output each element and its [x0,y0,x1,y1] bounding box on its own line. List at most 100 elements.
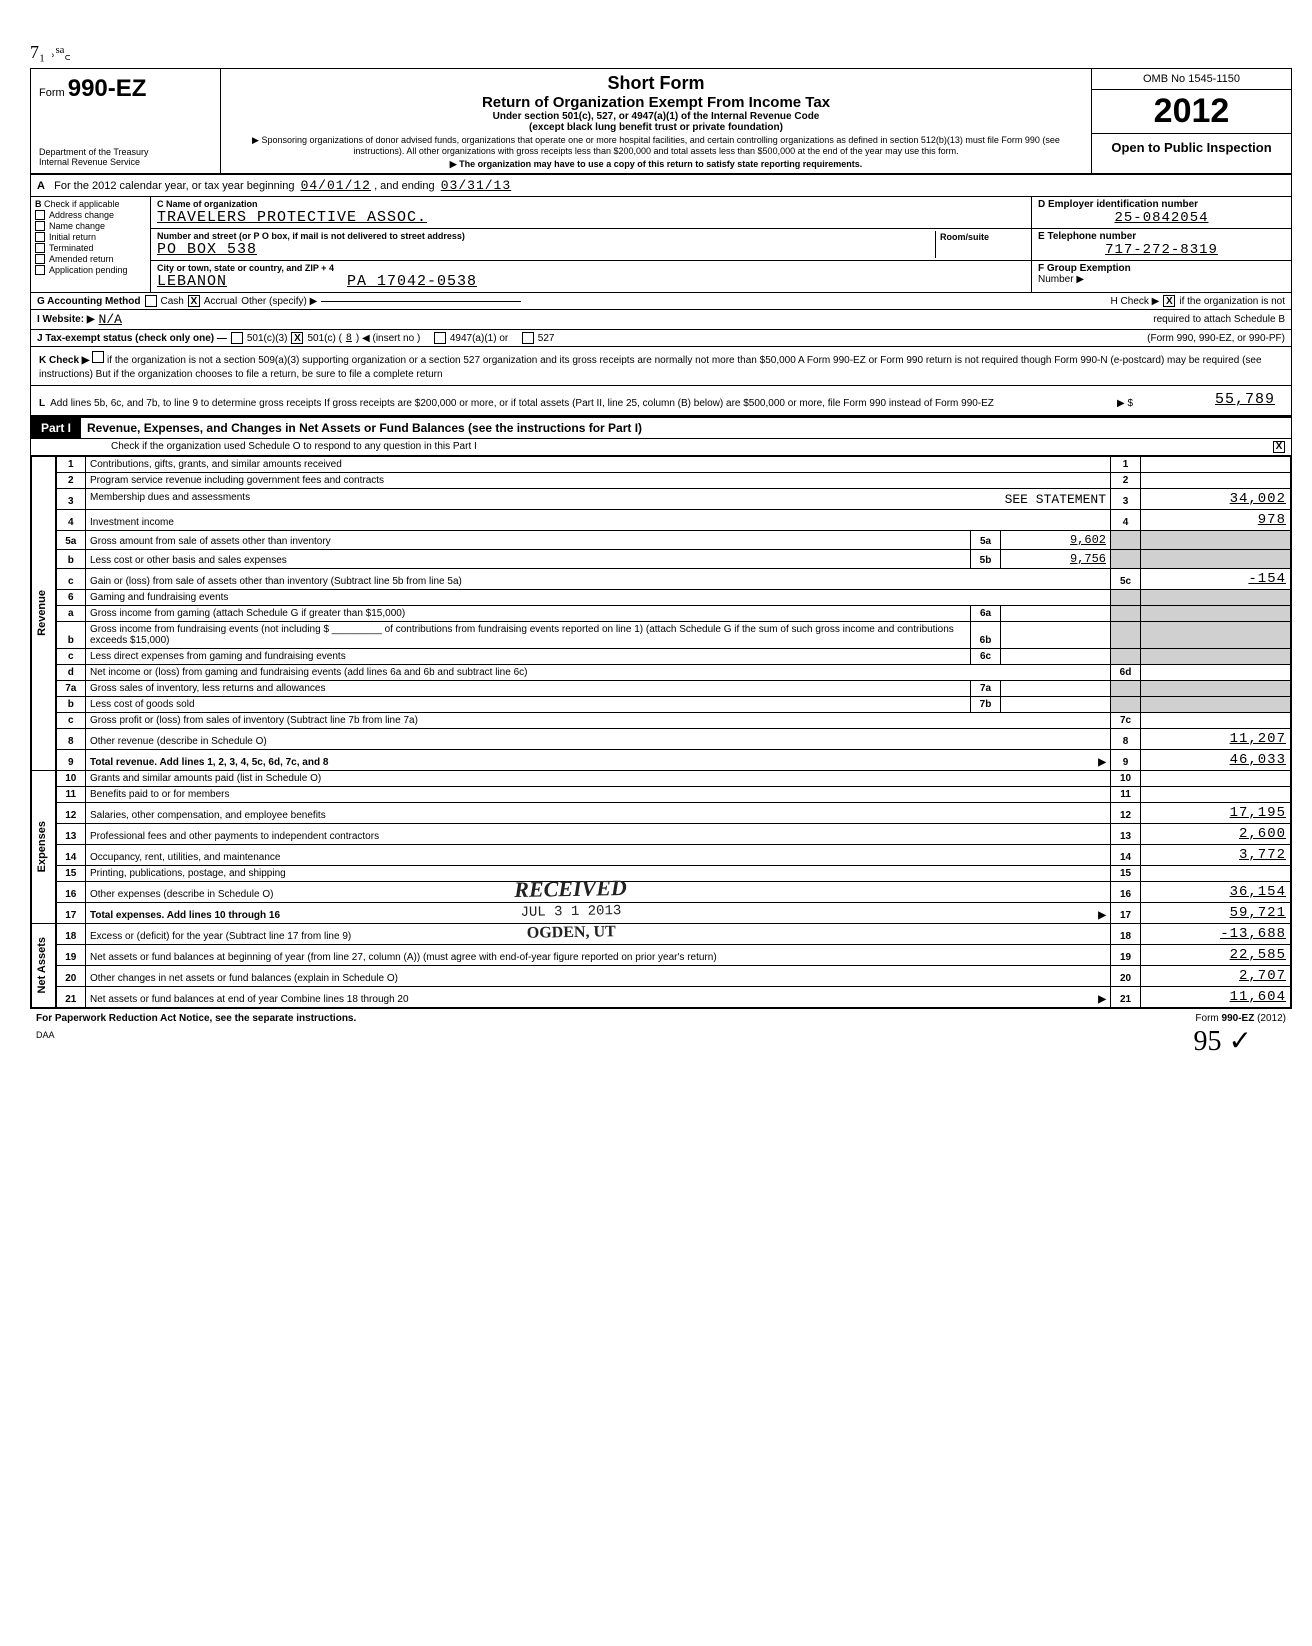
line-desc: Less cost or other basis and sales expen… [86,549,971,568]
right-val-shaded [1141,680,1291,696]
line-number: 19 [56,944,86,965]
line-number: 5a [56,530,86,549]
501c3-checkbox[interactable] [231,332,243,344]
right-line-val: 11,207 [1141,728,1291,749]
501c-suffix: ) ◀ (insert no ) [356,333,420,344]
section-bcdef: B Check if applicable Address changeName… [31,197,1291,293]
4947-checkbox[interactable] [434,332,446,344]
b-checkbox[interactable] [35,232,45,242]
table-row: bGross income from fundraising events (n… [32,621,1291,648]
inner-line-val [1001,605,1111,621]
right-line-num: 8 [1111,728,1141,749]
line-number: 1 [56,456,86,472]
right-line-val [1141,456,1291,472]
line-number: 11 [56,786,86,802]
org-address: PO BOX 538 [157,241,935,258]
b-checkbox-label: Application pending [49,265,128,275]
l-label: L [39,398,45,409]
527-checkbox[interactable] [522,332,534,344]
paperwork-notice: For Paperwork Reduction Act Notice, see … [36,1013,356,1024]
l-arrow: ▶ $ [1073,397,1133,411]
j-label: J Tax-exempt status (check only one) — [37,333,227,344]
right-val-shaded [1141,549,1291,568]
right-num-shaded [1111,589,1141,605]
form-header: Form 990-EZ Department of the Treasury I… [31,69,1291,175]
b-checkbox-row: Amended return [35,254,146,264]
line-desc: Net assets or fund balances at end of ye… [86,986,1111,1007]
right-line-num: 1 [1111,456,1141,472]
b-checkbox[interactable] [35,210,45,220]
line-a-label: For the 2012 calendar year, or tax year … [54,180,294,192]
line-desc: Salaries, other compensation, and employ… [86,802,1111,823]
financial-table: Revenue1Contributions, gifts, grants, an… [31,456,1291,1008]
line-number: c [56,568,86,589]
b-checkbox-label: Initial return [49,232,96,242]
b-checkbox[interactable] [35,254,45,264]
right-num-shaded [1111,696,1141,712]
room-label: Room/suite [940,232,989,242]
527-label: 527 [538,333,555,344]
header-right: OMB No 1545-1150 2012 Open to Public Ins… [1091,69,1291,173]
right-line-num: 5c [1111,568,1141,589]
line-number: c [56,648,86,664]
line-desc: Total revenue. Add lines 1, 2, 3, 4, 5c,… [86,749,1111,770]
table-row: cLess direct expenses from gaming and fu… [32,648,1291,664]
b-checkbox[interactable] [35,265,45,275]
cash-checkbox[interactable] [145,295,157,307]
b-checkbox[interactable] [35,221,45,231]
form-number: 990-EZ [68,75,147,102]
f-label2: Number ▶ [1038,274,1285,285]
table-row: Net Assets18Excess or (deficit) for the … [32,923,1291,944]
side-netassets: Net Assets [36,937,48,993]
b-header: Check if applicable [44,199,120,209]
line-number: 8 [56,728,86,749]
title-short-form: Short Form [229,73,1083,94]
501c-checkbox[interactable]: X [291,332,303,344]
accrual-checkbox[interactable]: X [188,295,200,307]
line-desc: Printing, publications, postage, and shi… [86,865,1111,881]
b-checkbox-row: Address change [35,210,146,220]
right-line-num: 17 [1111,902,1141,923]
line-number: 7a [56,680,86,696]
k-checkbox[interactable] [92,351,104,363]
line-number: 16 [56,881,86,902]
inner-line-num: 6c [971,648,1001,664]
header-left: Form 990-EZ Department of the Treasury I… [31,69,221,173]
line-number: b [56,696,86,712]
right-line-val: 978 [1141,509,1291,530]
b-checkbox-row: Name change [35,221,146,231]
org-city: LEBANON [157,273,227,290]
right-line-num: 3 [1111,488,1141,509]
e-label: E Telephone number [1038,231,1285,242]
right-line-val [1141,786,1291,802]
col-b-checkboxes: B Check if applicable Address changeName… [31,197,151,292]
table-row: cGross profit or (loss) from sales of in… [32,712,1291,728]
right-line-val: 17,195 [1141,802,1291,823]
line-desc: Less direct expenses from gaming and fun… [86,648,971,664]
line-number: b [56,549,86,568]
note-state: ▶ The organization may have to use a cop… [229,159,1083,170]
b-checkbox[interactable] [35,243,45,253]
inner-line-num: 6b [971,621,1001,648]
line-desc: Other changes in net assets or fund bala… [86,965,1111,986]
right-val-shaded [1141,648,1291,664]
line-number: 15 [56,865,86,881]
line-l: L Add lines 5b, 6c, and 7b, to line 9 to… [31,386,1291,415]
right-line-val [1141,865,1291,881]
daa: DAA [30,1028,1292,1042]
note-sponsoring: ▶ Sponsoring organizations of donor advi… [229,135,1083,157]
form-ref: Form 990-EZ (2012) [1195,1013,1286,1024]
right-line-num: 16 [1111,881,1141,902]
col-c-org: C Name of organization TRAVELERS PROTECT… [151,197,1031,292]
right-line-num: 21 [1111,986,1141,1007]
addr-label: Number and street (or P O box, if mail i… [157,231,927,241]
sched-o-checkbox[interactable]: X [1273,441,1285,453]
table-row: Expenses10Grants and similar amounts pai… [32,770,1291,786]
inner-line-val [1001,680,1111,696]
line-desc: Gain or (loss) from sale of assets other… [86,568,1111,589]
h-checkbox[interactable]: X [1163,295,1175,307]
table-row: 11Benefits paid to or for members11 [32,786,1291,802]
line-number: a [56,605,86,621]
side-expenses: Expenses [36,821,48,872]
right-line-val: 34,002 [1141,488,1291,509]
